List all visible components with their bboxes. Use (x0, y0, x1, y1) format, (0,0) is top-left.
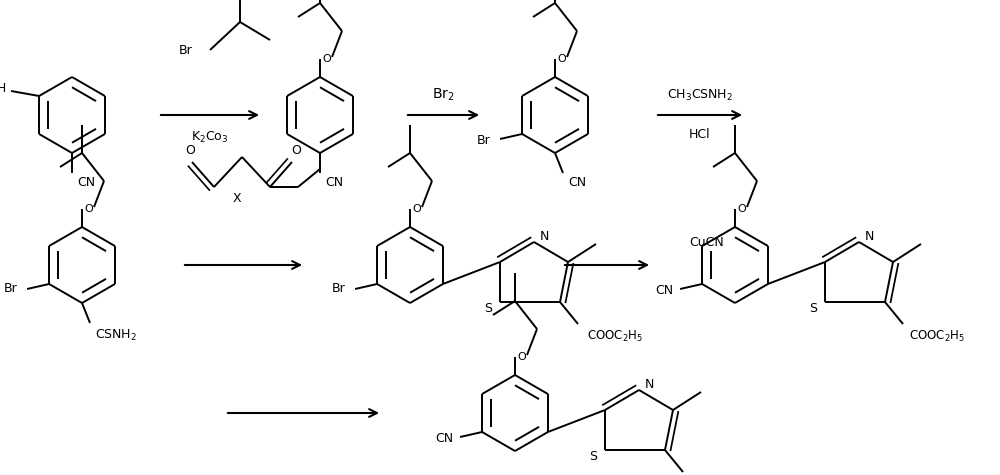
Text: S: S (809, 302, 817, 314)
Text: S: S (484, 302, 492, 314)
Text: O: O (738, 204, 746, 214)
Text: O: O (518, 352, 526, 362)
Text: Br: Br (477, 134, 491, 148)
Text: OH: OH (0, 83, 7, 95)
Text: CuCN: CuCN (690, 237, 724, 249)
Text: CSNH$_2$: CSNH$_2$ (95, 327, 137, 342)
Text: Br: Br (332, 283, 346, 295)
Text: O: O (291, 143, 301, 156)
Text: K$_2$Co$_3$: K$_2$Co$_3$ (191, 130, 229, 144)
Text: O: O (323, 54, 331, 64)
Text: HCl: HCl (689, 129, 711, 142)
Text: CN: CN (568, 177, 586, 190)
Text: CN: CN (655, 285, 673, 297)
Text: O: O (558, 54, 566, 64)
Text: O: O (185, 143, 195, 156)
Text: N: N (644, 379, 654, 391)
Text: CN: CN (325, 177, 343, 190)
Text: O: O (85, 204, 93, 214)
Text: COOC$_2$H$_5$: COOC$_2$H$_5$ (909, 328, 965, 343)
Text: Br$_2$: Br$_2$ (432, 87, 454, 103)
Text: O: O (413, 204, 421, 214)
Text: S: S (589, 449, 597, 463)
Text: CH$_3$CSNH$_2$: CH$_3$CSNH$_2$ (667, 87, 733, 103)
Text: CN: CN (77, 177, 95, 190)
Text: COOC$_2$H$_5$: COOC$_2$H$_5$ (587, 328, 643, 343)
Text: X: X (233, 192, 241, 206)
Text: CN: CN (435, 433, 453, 446)
Text: Br: Br (4, 283, 18, 295)
Text: N: N (864, 230, 874, 244)
Text: N: N (539, 230, 549, 244)
Text: Br: Br (178, 44, 192, 57)
